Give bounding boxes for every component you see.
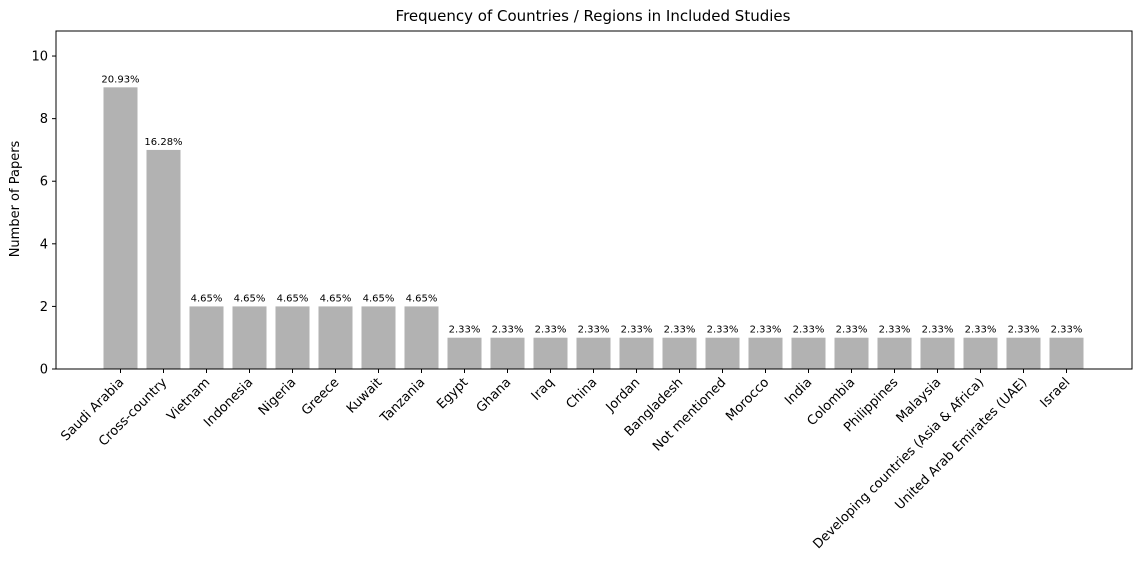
data-label: 2.33%: [1008, 325, 1040, 336]
x-tick-label: Morocco: [723, 375, 772, 424]
bar: [318, 306, 353, 369]
bar: [361, 306, 396, 369]
bar: [834, 337, 869, 369]
data-label: 2.33%: [836, 325, 868, 336]
data-label: 2.33%: [750, 325, 782, 336]
x-tick-label: India: [782, 375, 815, 408]
y-tick-label: 0: [40, 363, 48, 378]
x-tick-label: Israel: [1038, 375, 1074, 411]
bar: [1006, 337, 1041, 369]
bar: [275, 306, 310, 369]
data-label: 2.33%: [879, 325, 911, 336]
bar: [232, 306, 267, 369]
bar: [447, 337, 482, 369]
bar: [189, 306, 224, 369]
bar: [1049, 337, 1084, 369]
bar: [705, 337, 740, 369]
data-label: 4.65%: [320, 293, 352, 304]
bar: [103, 87, 138, 369]
plot-frame: [55, 30, 1133, 370]
data-label: 2.33%: [664, 325, 696, 336]
y-tick-label: 6: [40, 175, 48, 190]
x-tick-label: Tanzania: [377, 375, 428, 426]
y-axis-label: Number of Papers: [8, 140, 23, 257]
x-tick-label: Kuwait: [344, 375, 385, 416]
bar: [146, 149, 181, 369]
data-label: 2.33%: [449, 325, 481, 336]
x-tick-label: Iraq: [529, 375, 558, 404]
chart-title: Frequency of Countries / Regions in Incl…: [396, 7, 791, 25]
bar: [619, 337, 654, 369]
data-label: 16.28%: [144, 137, 182, 148]
x-tick-label: Not mentioned: [650, 375, 729, 454]
x-tick-label: Jordan: [603, 375, 644, 416]
y-tick-label: 8: [40, 112, 48, 127]
bars-group: [103, 87, 1084, 369]
data-label: 4.65%: [406, 293, 438, 304]
x-tick-label: China: [563, 375, 600, 412]
y-tick-label: 2: [40, 300, 48, 315]
bar: [576, 337, 611, 369]
data-label: 4.65%: [234, 293, 266, 304]
x-axis: Saudi ArabiaCross-countryVietnamIndonesi…: [58, 369, 1073, 552]
data-label: 2.33%: [578, 325, 610, 336]
bar: [404, 306, 439, 369]
bar: [662, 337, 697, 369]
bar: [963, 337, 998, 369]
y-tick-label: 10: [31, 50, 48, 65]
data-label: 2.33%: [492, 325, 524, 336]
data-label: 20.93%: [101, 74, 139, 85]
data-label: 4.65%: [277, 293, 309, 304]
bar: [748, 337, 783, 369]
data-label: 4.65%: [191, 293, 223, 304]
bar: [877, 337, 912, 369]
bar: [533, 337, 568, 369]
data-label: 2.33%: [922, 325, 954, 336]
y-tick-label: 4: [40, 237, 48, 252]
x-tick-label: Greece: [299, 375, 342, 418]
x-tick-label: Nigeria: [256, 375, 299, 418]
data-label: 4.65%: [363, 293, 395, 304]
data-label: 2.33%: [621, 325, 653, 336]
x-tick-label: Ghana: [474, 375, 515, 416]
bar: [490, 337, 525, 369]
x-tick-label: Egypt: [434, 375, 471, 412]
data-label: 2.33%: [1051, 325, 1083, 336]
data-labels-group: 20.93% 16.28% 4.65% 4.65% 4.65% 4.65% 4.65% 4.6…: [101, 74, 1082, 335]
data-label: 2.33%: [707, 325, 739, 336]
data-label: 2.33%: [793, 325, 825, 336]
bar: [920, 337, 955, 369]
data-label: 2.33%: [535, 325, 567, 336]
bar: [791, 337, 826, 369]
y-axis: 0 2 4 6 8 10: [31, 50, 56, 378]
data-label: 2.33%: [965, 325, 997, 336]
